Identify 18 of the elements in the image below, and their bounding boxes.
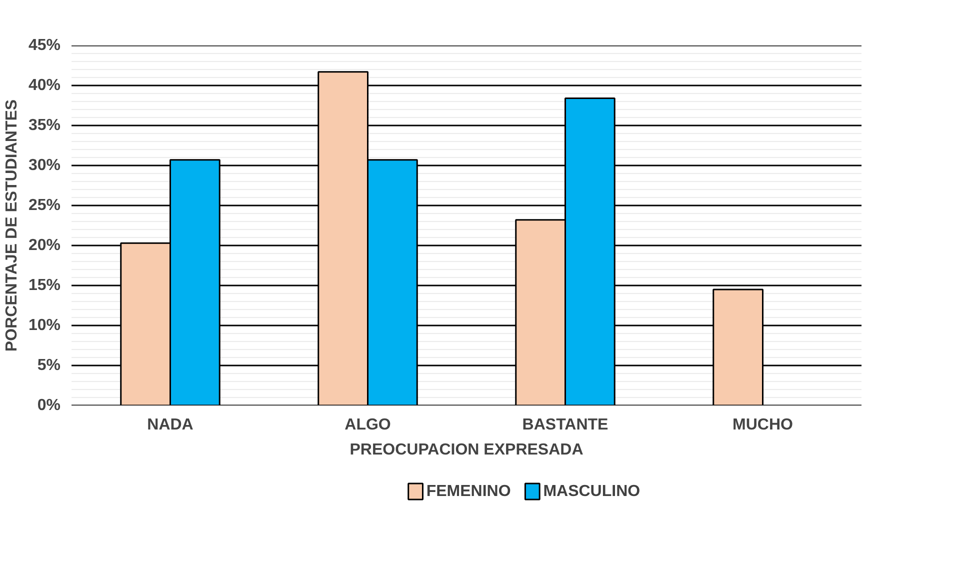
x-tick-label: NADA xyxy=(147,416,194,434)
y-tick-label: 20% xyxy=(28,237,61,254)
x-tick-label: ALGO xyxy=(344,416,391,434)
y-tick-label: 40% xyxy=(28,77,61,94)
y-tick-label: 45% xyxy=(28,37,61,54)
legend-label: MASCULINO xyxy=(543,483,640,500)
y-tick-label: 15% xyxy=(28,277,61,294)
y-tick-label: 0% xyxy=(37,397,60,414)
y-tick-label: 25% xyxy=(28,197,61,214)
legend-label: FEMENINO xyxy=(426,483,511,500)
y-tick-label: 10% xyxy=(28,317,61,334)
x-axis-title: PREOCUPACION EXPRESADA xyxy=(350,442,584,458)
x-tick-label: MUCHO xyxy=(732,416,793,434)
y-tick-label: 30% xyxy=(28,157,61,174)
x-tick-label: BASTANTE xyxy=(522,416,609,434)
y-tick-label: 35% xyxy=(28,117,61,134)
y-tick-label: 5% xyxy=(37,357,60,374)
y-axis-title: PORCENTAJE DE ESTUDIANTES xyxy=(3,99,20,352)
